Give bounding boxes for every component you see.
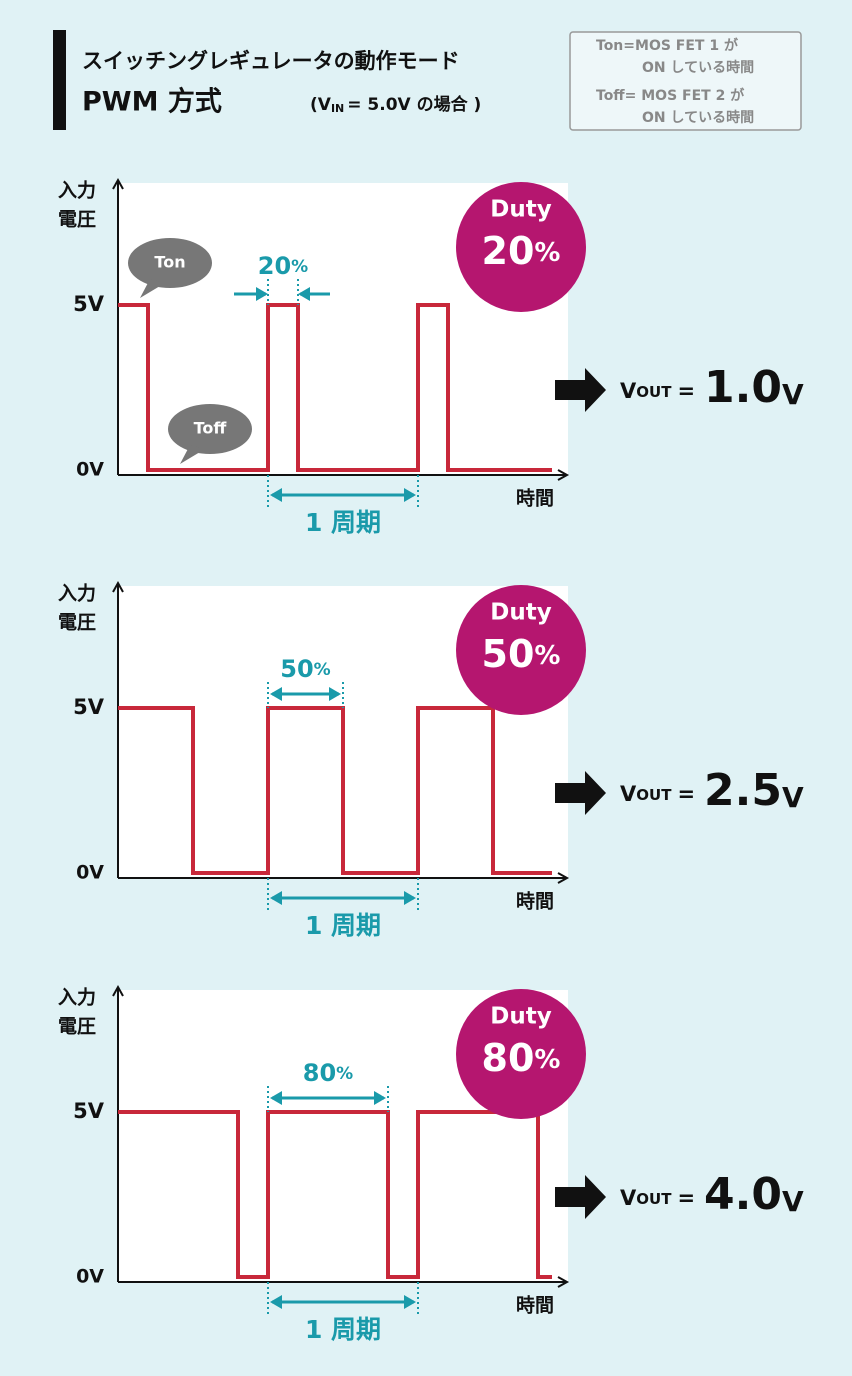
condition-rest: = 5.0V の場合 ) (347, 94, 481, 115)
width-head (270, 1091, 386, 1105)
legend: Ton=MOS FET 1 が ON している時間 Toff= MOS FET … (596, 37, 754, 126)
waveform (118, 303, 552, 472)
condition-open: (V (310, 95, 332, 115)
y-axis-label: 電圧 (58, 612, 96, 634)
high-label: 5V (73, 292, 105, 316)
high-label: 5V (73, 695, 105, 719)
x-axis-label: 時間 (516, 1295, 554, 1317)
vout-v: V (620, 1186, 637, 1210)
y-axis-label: 入力 (58, 582, 96, 605)
vout-number: 1.0 (704, 362, 782, 413)
width-value: 50 (280, 655, 313, 683)
vout-number: 4.0 (704, 1169, 782, 1220)
duty-number: 80 (482, 1036, 535, 1080)
high-label: 5V (73, 1099, 105, 1123)
vout-sub: OUT (636, 383, 672, 401)
vout-value: 4.0V (704, 1169, 804, 1220)
duty-unit: % (534, 641, 560, 671)
vout-unit: V (782, 781, 804, 814)
legend-ton-1: Ton=MOS FET 1 が (596, 37, 739, 54)
title: スイッチングレギュレータの動作モード (82, 49, 460, 73)
waveform (118, 1110, 552, 1279)
duty-label: Duty (490, 600, 551, 626)
low-label: 0V (76, 459, 104, 481)
condition: (VIN = 5.0V の場合 ) (310, 94, 481, 115)
width-head (256, 287, 310, 301)
toff-bubble (168, 404, 252, 454)
y-axis-label: 入力 (58, 179, 96, 202)
subtitle: PWM 方式 (82, 86, 222, 118)
low-label: 0V (76, 862, 104, 884)
vout-unit: V (782, 378, 804, 411)
duty-number: 20 (482, 229, 535, 273)
ton-bubble (128, 238, 212, 288)
duty-value: 50% (482, 632, 561, 676)
y-axis-label: 入力 (58, 986, 96, 1009)
output-arrow (555, 368, 606, 412)
width-label: 50% (280, 655, 330, 683)
x-axis-label: 時間 (516, 488, 554, 510)
legend-box (569, 31, 802, 131)
duty-unit: % (534, 238, 560, 268)
width-label: 20% (258, 252, 308, 280)
vout-eq: = (677, 782, 695, 806)
y-axis-label: 電圧 (58, 209, 96, 231)
duty-label: Duty (490, 197, 551, 223)
duty-value: 20% (482, 229, 561, 273)
period-label: 1 周期 (305, 911, 381, 940)
width-value: 20 (258, 252, 291, 280)
duty-label: Duty (490, 1004, 551, 1030)
width-unit: % (336, 1064, 353, 1084)
waveform (118, 706, 552, 875)
width-value: 80 (303, 1059, 336, 1087)
x-axis-label: 時間 (516, 891, 554, 913)
legend-toff-1: Toff= MOS FET 2 が (596, 87, 745, 104)
vout-eq: = (677, 379, 695, 403)
duty-badge (456, 182, 586, 312)
vout-eq: = (677, 1186, 695, 1210)
low-label: 0V (76, 1266, 104, 1288)
x-arrow (557, 872, 570, 884)
width-unit: % (291, 257, 308, 277)
vout-number: 2.5 (704, 765, 782, 816)
duty-value: 80% (482, 1036, 561, 1080)
output-arrow (555, 1175, 606, 1219)
condition-sub: IN (331, 102, 344, 115)
y-axis-label: 電圧 (58, 1016, 96, 1038)
vout-value: 1.0V (704, 362, 804, 413)
ton-text: Ton (154, 253, 185, 272)
duty-badge (456, 989, 586, 1119)
vout-value: 2.5V (704, 765, 804, 816)
period-label: 1 周期 (305, 1315, 381, 1344)
vout-v: V (620, 782, 637, 806)
vout-unit: V (782, 1185, 804, 1218)
x-arrow (557, 1276, 570, 1288)
duty-unit: % (534, 1045, 560, 1075)
toff-text: Toff (194, 419, 228, 438)
ton-tail (140, 279, 165, 298)
width-unit: % (314, 660, 331, 680)
width-label: 80% (303, 1059, 353, 1087)
x-arrow (557, 469, 570, 481)
vout-label: VOUT = (620, 1186, 695, 1210)
output-arrow (555, 771, 606, 815)
vout-sub: OUT (636, 786, 672, 804)
legend-ton-2: ON している時間 (642, 59, 754, 76)
y-arrow (112, 177, 124, 190)
period-label: 1 周期 (305, 508, 381, 537)
duty-badge (456, 585, 586, 715)
y-arrow (112, 984, 124, 997)
vout-v: V (620, 379, 637, 403)
legend-toff-2: ON している時間 (642, 109, 754, 126)
vout-sub: OUT (636, 1190, 672, 1208)
vout-label: VOUT = (620, 782, 695, 806)
duty-number: 50 (482, 632, 535, 676)
y-arrow (112, 580, 124, 593)
toff-tail (180, 445, 205, 464)
title-bar (53, 30, 66, 130)
vout-label: VOUT = (620, 379, 695, 403)
